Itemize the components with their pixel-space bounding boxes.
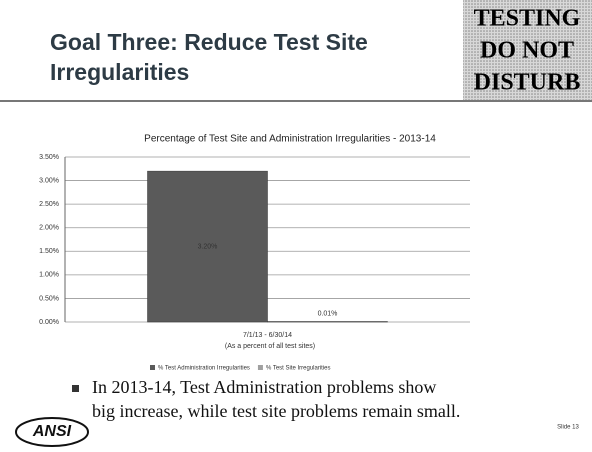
stamp <box>463 0 592 100</box>
y-tick-label: 1.50% <box>39 248 59 255</box>
slide-title: Goal Three: Reduce Test Site Irregulariti… <box>50 29 368 85</box>
slide-title-line: Irregularities <box>50 59 189 85</box>
x-axis-label: (As a percent of all test sites) <box>225 343 315 350</box>
logo-ring <box>15 417 89 447</box>
data-label: 0.01% <box>318 310 338 317</box>
stamp-text: TESTING <box>474 6 581 32</box>
x-tick-label: 7/1/13 - 6/30/14 <box>243 332 292 339</box>
legend-swatch <box>257 365 263 370</box>
y-tick-label: 3.00% <box>39 177 59 184</box>
slide-title-line: Goal Three: Reduce Test Site <box>50 29 368 55</box>
chart-title: Percentage of Test Site and Administrati… <box>144 134 436 145</box>
bullet-text: big increase, while test site problems r… <box>92 401 460 421</box>
bar <box>147 170 268 323</box>
y-tick-label: 2.00% <box>39 225 59 232</box>
stamp-text: DISTURB <box>474 70 581 96</box>
y-tick-label: 0.50% <box>39 295 59 302</box>
bullet-marker <box>72 385 79 392</box>
bullet-text: In 2013-14, Test Administration problems… <box>92 377 436 397</box>
legend-label: % Test Administration Irregularities <box>158 366 250 372</box>
legend-swatch <box>150 365 155 370</box>
y-tick-label: 3.50% <box>39 154 59 161</box>
data-label: 3.20% <box>198 243 218 250</box>
bar <box>267 321 388 323</box>
y-tick-label: 0.00% <box>39 319 59 326</box>
y-tick-label: 2.50% <box>39 201 59 208</box>
stamp-text: DO NOT <box>480 38 574 64</box>
slide-number: Slide 13 <box>557 425 579 431</box>
legend-label: % Test Site Irregularities <box>266 366 331 372</box>
y-tick-label: 1.00% <box>39 272 59 279</box>
logo: ANSI <box>32 423 72 440</box>
